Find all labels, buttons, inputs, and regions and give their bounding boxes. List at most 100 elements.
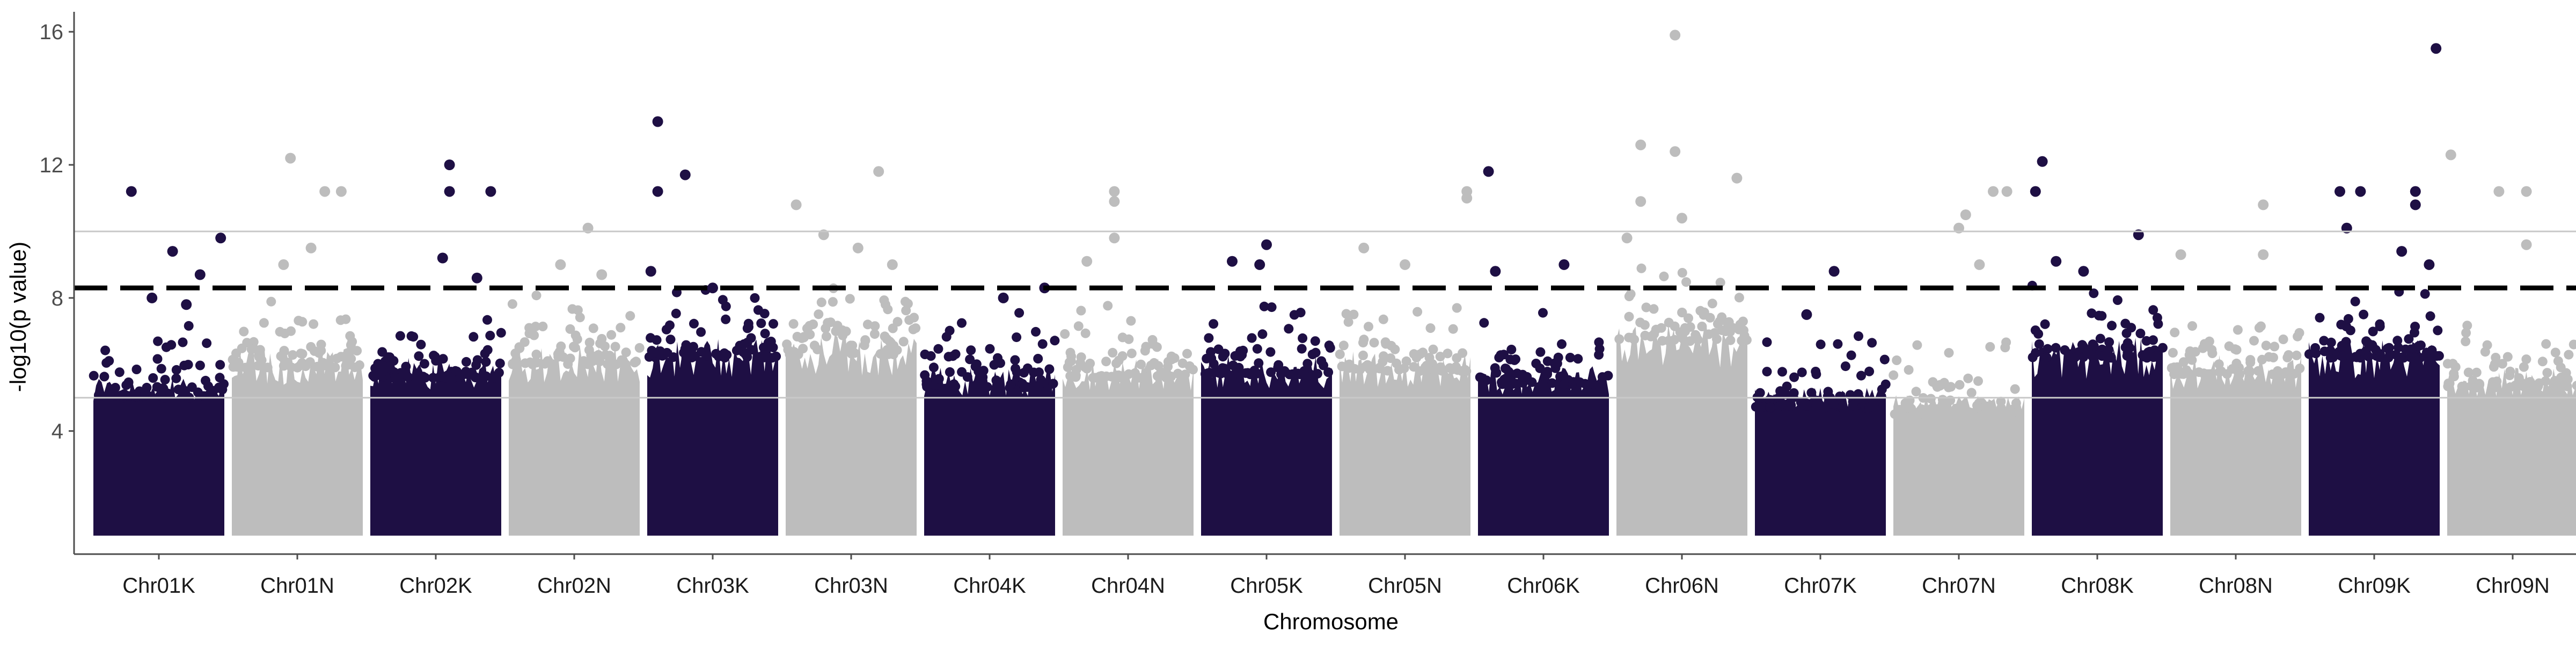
point-Chr09K [2384,353,2394,362]
point-Chr01N [255,345,265,355]
point-Chr02K [436,372,446,382]
point-Chr01N [330,362,340,372]
point-Chr09N [2475,379,2484,389]
point-Chr03K [689,319,699,329]
point-Chr02N [603,359,612,369]
band-Chr02K [370,358,501,536]
point-Chr04K [1029,368,1038,377]
point-Chr04N [1173,369,1183,379]
point-Chr03N [903,299,913,309]
point-Chr07K [1786,401,1796,411]
point-Chr07N [1944,348,1954,358]
point-Chr09N [2526,377,2535,387]
point-Chr07N [1973,402,1983,412]
peak-point-Chr08N [2258,199,2268,210]
point-Chr04K [965,354,975,364]
point-Chr02N [568,304,577,314]
band-Chr09N [2447,368,2576,536]
band-Chr01K [93,379,224,536]
point-Chr07N [1996,410,2006,419]
point-Chr02K [495,359,505,368]
point-Chr02N [617,355,626,365]
point-Chr06N [1715,317,1724,326]
peak-point-Chr04K [998,293,1009,303]
peak-point-Chr05K [1261,239,1272,250]
point-Chr04K [1031,327,1041,337]
point-Chr02N [538,322,547,331]
point-Chr05K [1231,351,1240,361]
point-Chr05K [1228,361,1238,370]
peak-point-Chr06N [1670,30,1680,40]
point-Chr05N [1460,365,1469,375]
point-Chr04K [944,352,954,361]
point-Chr05K [1284,324,1293,333]
point-Chr01N [310,346,319,356]
peak-point-Chr02K [437,253,448,264]
point-Chr06N [1725,336,1735,345]
point-Chr08N [2233,325,2243,335]
point-Chr08N [2282,353,2292,362]
point-Chr06K [1498,379,1508,389]
point-Chr01N [239,327,248,337]
point-Chr03N [899,337,909,346]
peak-point-Chr01K [147,293,157,303]
point-Chr01N [288,350,297,360]
point-Chr04N [1127,348,1137,358]
point-Chr02K [481,372,491,381]
peak-point-Chr02N [555,259,566,270]
point-Chr05K [1204,333,1213,343]
point-Chr02N [606,330,616,340]
point-Chr01N [231,348,241,358]
point-Chr09K [2351,352,2360,362]
point-Chr08K [2120,319,2130,329]
point-Chr04N [1101,357,1111,366]
point-Chr09K [2319,346,2329,356]
point-Chr05K [1302,359,1312,368]
point-Chr02K [420,359,429,369]
peak-point-Chr09K [2410,199,2421,210]
point-Chr06K [1543,357,1553,366]
point-Chr06N [1629,335,1639,344]
point-Chr08N [2279,335,2288,344]
point-Chr04K [1050,336,1059,345]
point-Chr04N [1071,370,1081,380]
point-Chr04K [957,318,967,328]
peak-point-Chr01K [215,232,226,243]
peak-point-Chr02K [444,186,455,197]
point-Chr09N [2448,359,2458,368]
peak-point-Chr06K [1490,266,1501,277]
point-Chr08N [2292,351,2301,360]
point-Chr02N [548,359,558,369]
point-Chr07K [1816,339,1826,349]
point-Chr04K [974,367,983,376]
band-Chr03K [647,339,778,536]
point-Chr08N [2182,365,2191,375]
point-Chr05K [1253,344,1262,354]
point-Chr03K [696,327,706,337]
point-Chr06N [1637,264,1646,273]
band-Chr02N [509,345,640,535]
point-Chr04N [1076,306,1086,316]
point-Chr05N [1339,340,1349,350]
point-Chr01K [195,361,205,370]
point-Chr01K [100,346,110,355]
point-Chr09K [2410,353,2420,362]
point-Chr06K [1490,363,1500,373]
point-Chr02N [508,359,517,368]
peak-point-Chr02K [472,273,482,283]
point-Chr07K [1757,402,1767,412]
point-Chr03N [893,317,903,326]
point-Chr09K [2359,310,2368,319]
peak-point-Chr08K [2051,256,2061,267]
point-Chr01K [201,376,210,386]
point-Chr04K [945,326,955,336]
point-Chr01K [153,337,163,346]
peak-point-Chr07N [2002,186,2012,197]
point-Chr07N [1967,388,1977,397]
peak-point-Chr07N [1974,259,1985,270]
peak-point-Chr07N [1988,186,1999,197]
point-Chr01N [301,361,311,371]
point-Chr07K [1848,401,1857,410]
point-Chr04K [1014,308,1024,318]
peak-point-Chr08K [2078,266,2089,277]
